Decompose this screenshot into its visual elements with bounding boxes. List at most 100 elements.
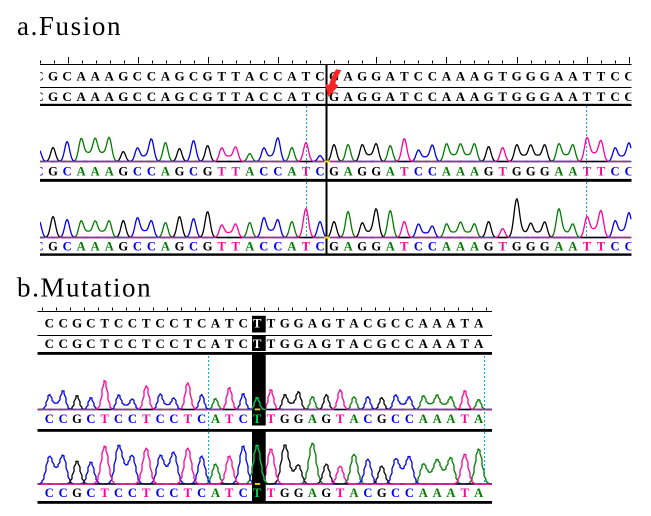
svg-text:G: G: [203, 165, 213, 179]
svg-text:A: A: [287, 89, 297, 104]
svg-text:T: T: [597, 165, 606, 179]
svg-text:G: G: [280, 486, 290, 500]
svg-text:T: T: [498, 165, 507, 179]
svg-text:C: C: [147, 89, 156, 104]
svg-text:A: A: [456, 69, 466, 84]
svg-text:G: G: [118, 89, 128, 104]
svg-text:T: T: [336, 412, 345, 426]
svg-text:C: C: [239, 412, 248, 426]
svg-text:C: C: [197, 486, 206, 500]
svg-text:G: G: [512, 69, 522, 84]
svg-text:T: T: [232, 165, 241, 179]
svg-text:T: T: [183, 336, 192, 351]
svg-text:C: C: [363, 336, 372, 351]
svg-text:T: T: [232, 240, 241, 254]
svg-text:T: T: [225, 336, 234, 351]
svg-text:T: T: [498, 89, 507, 104]
svg-text:T: T: [400, 89, 409, 104]
svg-text:T: T: [267, 336, 276, 351]
svg-text:G: G: [377, 412, 387, 426]
svg-text:A: A: [349, 316, 359, 331]
svg-text:A: A: [76, 69, 86, 84]
svg-text:G: G: [371, 240, 381, 254]
svg-text:T: T: [400, 165, 409, 179]
svg-text:A: A: [386, 89, 396, 104]
svg-text:A: A: [386, 165, 395, 179]
svg-text:A: A: [474, 486, 483, 500]
svg-text:T: T: [267, 412, 276, 426]
svg-text:C: C: [128, 336, 137, 351]
svg-text:C: C: [114, 412, 123, 426]
svg-text:C: C: [625, 165, 634, 179]
svg-text:G: G: [48, 69, 58, 84]
svg-text:T: T: [225, 486, 234, 500]
svg-text:A: A: [456, 89, 466, 104]
svg-text:A: A: [554, 69, 564, 84]
svg-text:A: A: [442, 89, 452, 104]
svg-text:G: G: [526, 89, 536, 104]
svg-text:C: C: [363, 486, 372, 500]
svg-text:G: G: [118, 165, 128, 179]
svg-text:G: G: [72, 486, 82, 500]
svg-text:C: C: [34, 89, 43, 104]
svg-text:C: C: [147, 165, 156, 179]
svg-text:C: C: [169, 316, 178, 331]
svg-text:A: A: [446, 316, 456, 331]
svg-text:G: G: [294, 336, 304, 351]
svg-text:A: A: [91, 165, 100, 179]
svg-text:C: C: [414, 240, 423, 254]
svg-text:C: C: [391, 336, 400, 351]
svg-text:T: T: [498, 240, 507, 254]
svg-text:T: T: [253, 486, 262, 500]
svg-text:A: A: [105, 89, 115, 104]
svg-text:T: T: [231, 89, 240, 104]
svg-text:A: A: [432, 316, 442, 331]
svg-text:C: C: [624, 69, 633, 84]
svg-text:C: C: [405, 486, 414, 500]
svg-text:G: G: [540, 240, 550, 254]
svg-text:C: C: [86, 486, 95, 500]
svg-text:G: G: [377, 316, 387, 331]
svg-text:A: A: [568, 240, 577, 254]
svg-text:A: A: [419, 316, 429, 331]
svg-text:A: A: [470, 165, 479, 179]
svg-text:C: C: [59, 412, 68, 426]
svg-text:G: G: [294, 316, 304, 331]
svg-text:G: G: [512, 165, 522, 179]
svg-text:G: G: [357, 89, 367, 104]
svg-text:A: A: [554, 165, 563, 179]
svg-text:C: C: [428, 240, 437, 254]
svg-text:C: C: [189, 240, 198, 254]
svg-text:G: G: [175, 165, 185, 179]
svg-text:C: C: [197, 336, 206, 351]
svg-text:C: C: [428, 69, 437, 84]
svg-text:C: C: [239, 486, 248, 500]
svg-text:C: C: [363, 412, 372, 426]
svg-text:T: T: [231, 69, 240, 84]
svg-text:C: C: [155, 316, 164, 331]
svg-text:G: G: [203, 240, 213, 254]
svg-text:T: T: [253, 336, 262, 351]
svg-text:C: C: [128, 486, 137, 500]
svg-text:G: G: [329, 165, 339, 179]
svg-text:C: C: [428, 165, 437, 179]
svg-text:C: C: [63, 165, 72, 179]
svg-text:G: G: [526, 69, 536, 84]
svg-text:G: G: [371, 89, 381, 104]
svg-text:A: A: [344, 240, 353, 254]
svg-text:T: T: [217, 165, 226, 179]
svg-text:G: G: [321, 486, 331, 500]
svg-text:A: A: [91, 89, 101, 104]
svg-text:C: C: [189, 89, 198, 104]
svg-text:T: T: [217, 240, 226, 254]
svg-text:G: G: [484, 165, 494, 179]
svg-text:C: C: [414, 89, 423, 104]
svg-text:T: T: [302, 69, 311, 84]
svg-text:A: A: [343, 69, 353, 84]
svg-text:C: C: [189, 69, 198, 84]
svg-text:A: A: [105, 69, 115, 84]
svg-text:A: A: [419, 412, 428, 426]
svg-text:C: C: [259, 69, 268, 84]
svg-text:T: T: [100, 336, 109, 351]
svg-text:A: A: [245, 69, 255, 84]
